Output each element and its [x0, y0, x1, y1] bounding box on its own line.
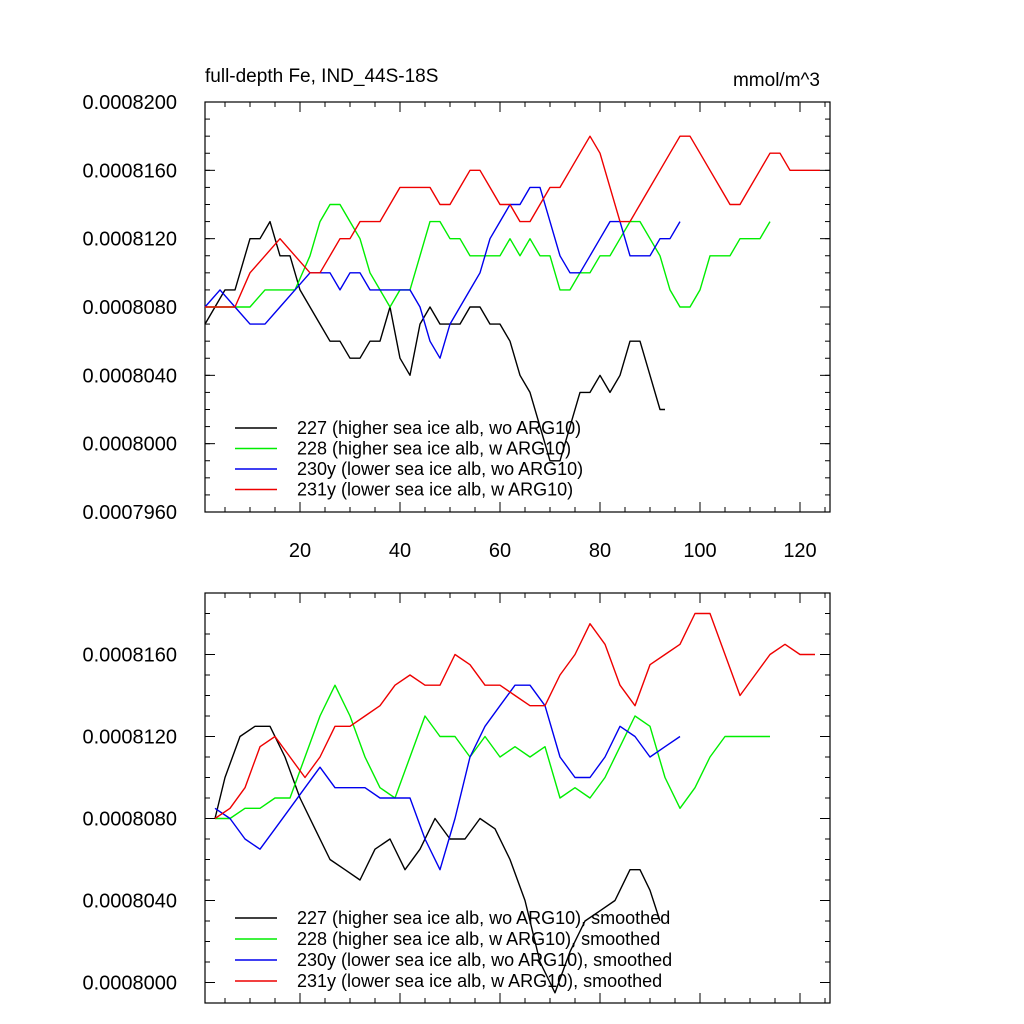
legend-label-1: 228 (higher sea ice alb, w ARG10), smoot…: [297, 929, 660, 949]
y-tick-label: 0.0008040: [82, 891, 177, 913]
y-tick-label: 0.0008120: [82, 229, 177, 251]
x-tick-label: 60: [489, 540, 511, 562]
legend-label-0: 227 (higher sea ice alb, wo ARG10): [297, 418, 581, 438]
bottom-plot-series: [214, 612, 815, 994]
top-plot-ticks: 20 40 60 80 100 120 0.0007960 0.0008000 0.000804…: [82, 92, 830, 562]
y-tick-label: 0.0008200: [82, 92, 177, 114]
legend-label-1: 228 (higher sea ice alb, w ARG10): [297, 439, 571, 459]
y-tick-label: 0.0008040: [82, 365, 177, 387]
y-tick-label: 0.0008160: [82, 645, 177, 667]
series-line-0: [214, 725, 661, 994]
top-plot-title: full-depth Fe, IND_44S-18S: [205, 66, 438, 87]
top-plot: full-depth Fe, IND_44S-18S mmol/m^3 20 40…: [82, 66, 831, 562]
series-line-2: [214, 684, 681, 871]
legend-label-0: 227 (higher sea ice alb, wo ARG10), smoo…: [297, 908, 670, 928]
legend-label-3: 231y (lower sea ice alb, w ARG10): [297, 480, 573, 500]
legend-label-3: 231y (lower sea ice alb, w ARG10), smoot…: [297, 971, 662, 991]
top-plot-legend: 227 (higher sea ice alb, wo ARG10)228 (h…: [235, 418, 583, 500]
y-tick-label: 0.0007960: [82, 502, 177, 524]
bottom-plot-legend: 227 (higher sea ice alb, wo ARG10), smoo…: [235, 908, 672, 991]
x-tick-label: 120: [783, 540, 816, 562]
series-line-3: [205, 135, 820, 308]
x-tick-label: 20: [289, 540, 311, 562]
y-tick-label: 0.0008160: [82, 160, 177, 182]
top-plot-series: [204, 135, 820, 462]
y-tick-label: 0.0008080: [82, 297, 177, 319]
bottom-plot-ticks: 0.0008000 0.0008040 0.0008080 0.0008120 0.00…: [82, 592, 830, 1004]
y-tick-label: 0.0008080: [82, 809, 177, 831]
x-tick-label: 100: [683, 540, 716, 562]
series-line-3: [214, 612, 815, 820]
series-line-2: [204, 186, 681, 359]
series-line-1: [215, 684, 770, 820]
x-tick-label: 80: [589, 540, 611, 562]
series-line-1: [205, 203, 771, 308]
bottom-plot: 0.0008000 0.0008040 0.0008080 0.0008120 0.00…: [82, 592, 831, 1004]
y-tick-label: 0.0008120: [82, 727, 177, 749]
top-plot-unit: mmol/m^3: [733, 70, 820, 91]
y-tick-label: 0.0008000: [82, 434, 177, 456]
x-tick-label: 40: [389, 540, 411, 562]
y-tick-label: 0.0008000: [82, 973, 177, 995]
legend-label-2: 230y (lower sea ice alb, wo ARG10): [297, 459, 583, 479]
series-line-0: [204, 220, 665, 462]
legend-label-2: 230y (lower sea ice alb, wo ARG10), smoo…: [297, 950, 672, 970]
